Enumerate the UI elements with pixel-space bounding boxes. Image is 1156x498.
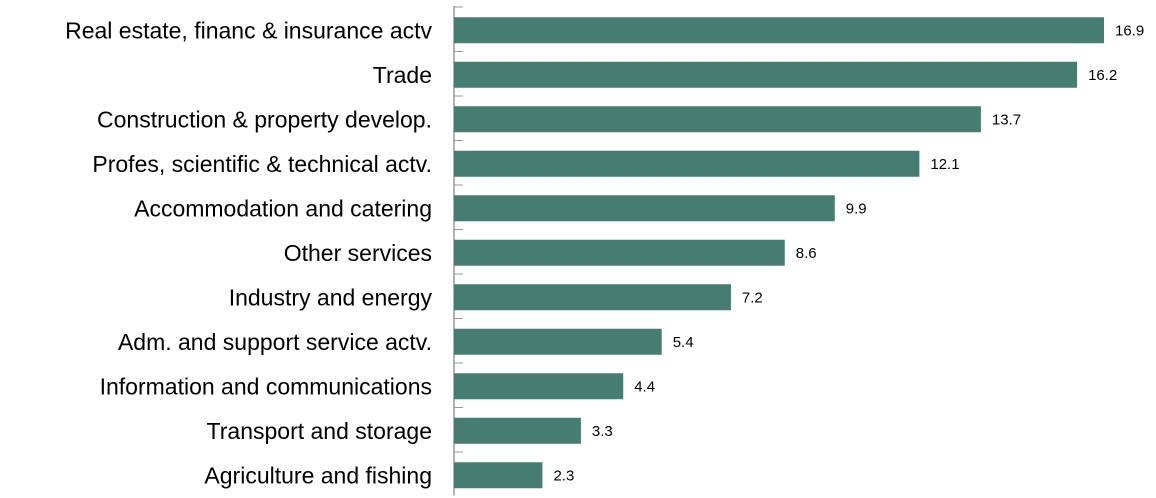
value-label: 5.4	[673, 334, 694, 351]
value-label: 7.2	[742, 289, 763, 306]
value-label: 3.3	[592, 423, 613, 440]
value-label: 9.9	[846, 200, 867, 217]
bar	[454, 328, 662, 355]
value-label: 12.1	[930, 156, 959, 173]
value-label: 16.9	[1115, 22, 1144, 39]
chart-bars	[454, 17, 1104, 489]
bar	[454, 417, 581, 444]
category-label: Transport and storage	[207, 418, 432, 444]
category-label: Construction & property develop.	[97, 106, 432, 132]
value-label: 4.4	[634, 378, 655, 395]
category-label: Real estate, financ & insurance actv	[65, 17, 432, 43]
category-label: Industry and energy	[229, 284, 433, 310]
category-label: Other services	[284, 240, 432, 266]
bar	[454, 284, 731, 311]
category-label: Information and communications	[100, 373, 432, 399]
category-label: Adm. and support service actv.	[118, 329, 432, 355]
category-label: Agriculture and fishing	[204, 462, 432, 488]
bar	[454, 239, 785, 266]
bar	[454, 17, 1104, 44]
bar	[454, 106, 981, 133]
bar	[454, 150, 920, 177]
category-label: Accommodation and catering	[134, 195, 432, 221]
value-label: 16.2	[1088, 67, 1117, 84]
bar	[454, 462, 543, 489]
value-label: 8.6	[796, 245, 817, 262]
bar	[454, 61, 1078, 88]
value-label: 2.3	[553, 467, 574, 484]
value-label: 13.7	[992, 111, 1021, 128]
chart-labels: Real estate, financ & insurance actv 16.9…	[65, 17, 1144, 488]
bar	[454, 195, 835, 222]
category-label: Trade	[373, 62, 432, 88]
category-label: Profes, scientific & technical actv.	[92, 151, 432, 177]
bar	[454, 373, 624, 400]
